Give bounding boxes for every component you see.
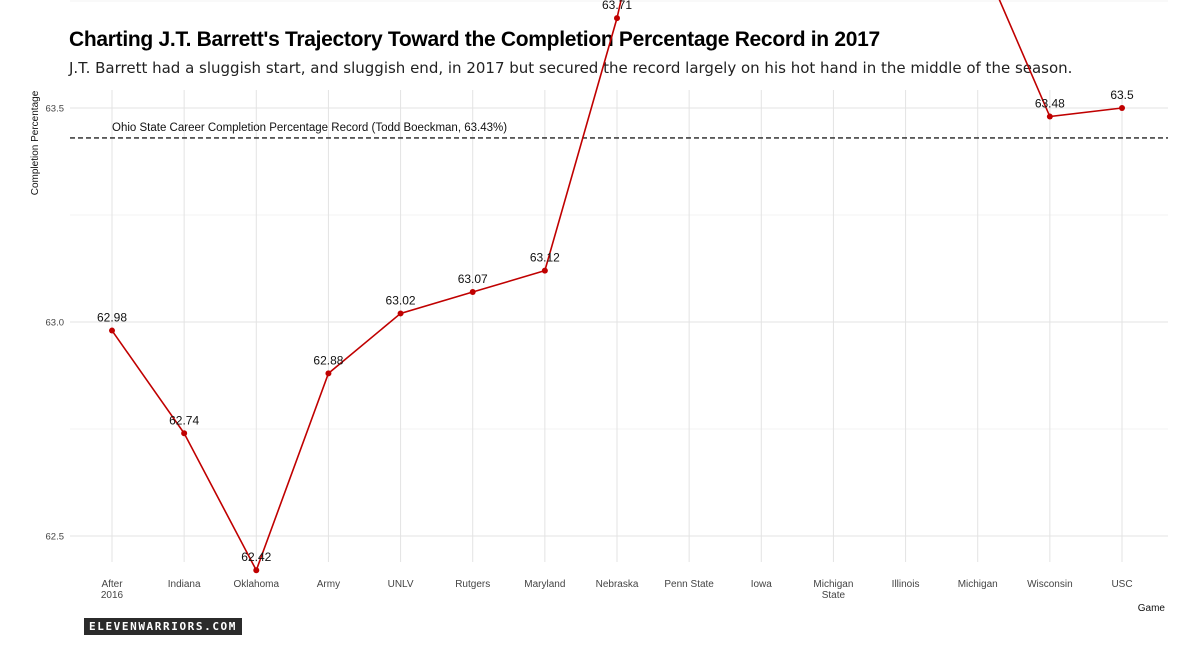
x-axis-label: Game — [1138, 603, 1166, 614]
data-label: 63.48 — [1035, 97, 1065, 111]
data-label: 63.5 — [1110, 88, 1134, 102]
x-tick-label: Oklahoma — [233, 579, 279, 590]
x-tick-label-line: Indiana — [168, 579, 201, 590]
x-tick-label-line: Michigan — [958, 579, 998, 590]
x-tick-label: USC — [1111, 579, 1132, 590]
x-tick-label-line: Michigan — [813, 579, 853, 590]
y-axis-label: Completion Percentage — [30, 90, 41, 195]
x-tick-label-line: Maryland — [524, 579, 565, 590]
reference-line-label: Ohio State Career Completion Percentage … — [112, 122, 507, 134]
data-point — [325, 370, 332, 377]
x-tick-label-line: Oklahoma — [233, 579, 279, 590]
x-tick-label: UNLV — [388, 579, 414, 590]
x-tick-label-line: State — [822, 590, 846, 601]
data-point — [397, 310, 404, 317]
x-tick-label: Nebraska — [596, 579, 639, 590]
x-tick-label: Maryland — [524, 579, 565, 590]
data-label: 62.74 — [169, 413, 199, 427]
data-label: 63.12 — [530, 251, 560, 265]
data-label: 62.42 — [241, 550, 271, 564]
x-tick-label-line: Nebraska — [596, 579, 639, 590]
x-tick-label: Army — [317, 579, 340, 590]
data-point — [541, 267, 548, 274]
x-tick-label-line: Iowa — [751, 579, 773, 590]
x-tick-label-line: Rutgers — [455, 579, 490, 590]
x-tick-label: Indiana — [168, 579, 201, 590]
x-tick-label: Penn State — [664, 579, 714, 590]
x-tick-label: After 2016 — [101, 579, 124, 601]
data-point — [181, 430, 188, 437]
y-tick-label: 63.0 — [46, 318, 65, 329]
elevenwarriors-logo: ELEVENWARRIORS.COM — [84, 618, 243, 635]
data-point — [1046, 113, 1053, 120]
x-tick-label: Michigan — [958, 579, 998, 590]
x-tick-label-line: Wisconsin — [1027, 579, 1073, 590]
x-tick-label-line: USC — [1111, 579, 1132, 590]
data-point — [469, 289, 476, 296]
x-tick-label: Wisconsin — [1027, 579, 1073, 590]
chart-title: Charting J.T. Barrett's Trajectory Towar… — [69, 28, 880, 51]
x-tick-label: Rutgers — [455, 579, 490, 590]
x-tick-label-line: After — [101, 579, 123, 590]
data-label: 62.98 — [97, 311, 127, 325]
data-label: 63.02 — [386, 293, 416, 307]
data-label: 62.88 — [313, 353, 343, 367]
data-point — [109, 327, 115, 334]
x-tick-label-line: Penn State — [664, 579, 714, 590]
y-tick-label: 63.5 — [46, 104, 65, 115]
data-point — [614, 15, 620, 22]
x-tick-label: Iowa — [751, 579, 773, 590]
x-tick-label-line: UNLV — [388, 579, 414, 590]
x-tick-label-line: Army — [317, 579, 340, 590]
data-label: 63.07 — [458, 272, 488, 286]
data-point — [1119, 105, 1125, 111]
data-label: 63.71 — [602, 0, 632, 12]
chart-subtitle: J.T. Barrett had a sluggish start, and s… — [69, 59, 1073, 77]
x-tick-label: Michigan State — [813, 579, 853, 601]
x-tick-label: Illinois — [892, 579, 920, 590]
x-tick-label-line: Illinois — [892, 579, 920, 590]
x-tick-label-line: 2016 — [101, 590, 124, 601]
data-point — [253, 567, 260, 574]
y-tick-label: 62.5 — [46, 532, 65, 543]
